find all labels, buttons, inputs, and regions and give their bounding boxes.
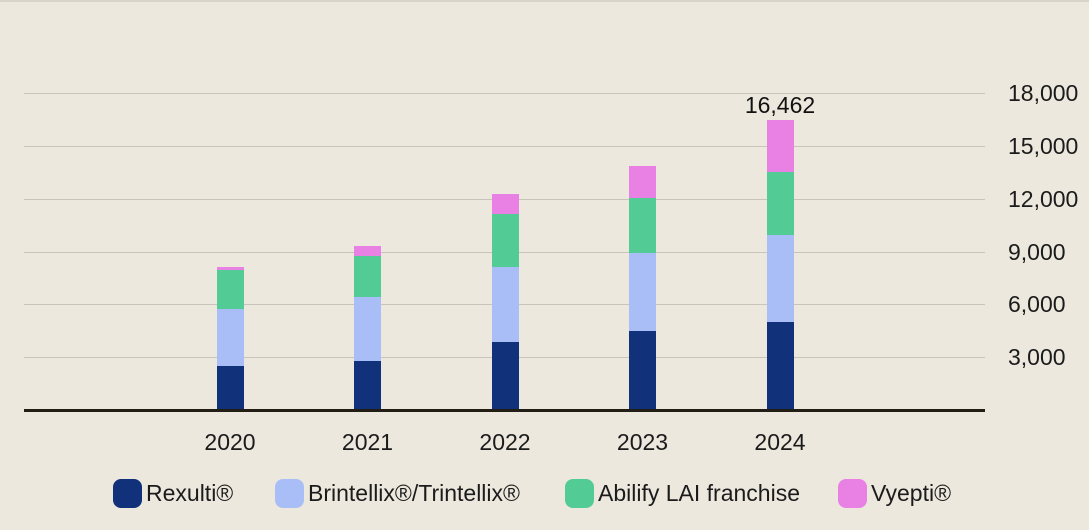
bar-2023 bbox=[629, 166, 656, 410]
x-tick-label: 2023 bbox=[616, 429, 669, 455]
y-tick-label: 18,000 bbox=[1008, 80, 1079, 106]
bar-segment-2021-series-0 bbox=[354, 360, 381, 410]
legend-item-series-3: Vyepti® bbox=[838, 478, 951, 508]
legend-item-series-2: Abilify LAI franchise bbox=[565, 478, 800, 508]
bar-segment-2020-series-1 bbox=[216, 309, 244, 366]
total-annotation: 16,462 bbox=[744, 92, 816, 119]
legend-swatch-icon bbox=[838, 478, 867, 508]
y-tick-label: 9,000 bbox=[1008, 239, 1066, 265]
bar-2024 bbox=[766, 120, 794, 410]
bar-segment-2023-series-2 bbox=[629, 197, 656, 253]
bar-segment-2021-series-3 bbox=[354, 245, 381, 257]
bar-2020 bbox=[216, 267, 244, 410]
legend-swatch-icon bbox=[113, 478, 142, 508]
legend-item-series-1: Brintellix®/Trintellix® bbox=[275, 478, 520, 508]
bar-segment-2021-series-1 bbox=[354, 297, 381, 361]
bar-segment-2024-series-2 bbox=[766, 172, 794, 235]
y-tick-label: 15,000 bbox=[1008, 133, 1079, 159]
bar-segment-2022-series-0 bbox=[491, 342, 519, 410]
bar-segment-2023-series-3 bbox=[629, 166, 656, 198]
bar-segment-2023-series-0 bbox=[629, 331, 656, 410]
bar-2022 bbox=[491, 194, 519, 410]
legend-label: Rexulti® bbox=[146, 479, 234, 506]
y-tick-label: 6,000 bbox=[1008, 291, 1066, 317]
legend-label: Brintellix®/Trintellix® bbox=[308, 479, 520, 506]
x-tick-label: 2022 bbox=[479, 429, 531, 455]
bar-segment-2022-series-2 bbox=[491, 213, 519, 267]
x-tick-label: 2021 bbox=[341, 429, 394, 455]
legend-swatch-icon bbox=[565, 478, 594, 508]
legend-label: Abilify LAI franchise bbox=[598, 479, 800, 506]
top-border bbox=[0, 0, 1089, 2]
x-tick-label: 2020 bbox=[204, 429, 256, 455]
bar-segment-2023-series-1 bbox=[629, 252, 656, 332]
bar-segment-2020-series-2 bbox=[216, 269, 244, 310]
bar-segment-2020-series-3 bbox=[216, 267, 244, 270]
x-tick-label: 2024 bbox=[754, 429, 806, 455]
bar-segment-2021-series-2 bbox=[354, 256, 381, 298]
bar-segment-2022-series-3 bbox=[491, 194, 519, 214]
gridline bbox=[24, 146, 985, 147]
bar-segment-2024-series-3 bbox=[766, 120, 794, 173]
legend-swatch-icon bbox=[275, 478, 304, 508]
bar-segment-2020-series-0 bbox=[216, 365, 244, 410]
bar-segment-2024-series-1 bbox=[766, 234, 794, 322]
legend-label: Vyepti® bbox=[871, 479, 952, 506]
y-tick-label: 12,000 bbox=[1008, 186, 1079, 212]
x-axis-line bbox=[24, 409, 985, 412]
bar-2021 bbox=[354, 245, 381, 410]
legend-item-series-0: Rexulti® bbox=[113, 478, 233, 508]
gridline bbox=[24, 93, 985, 94]
bar-segment-2022-series-1 bbox=[491, 266, 519, 343]
bar-segment-2024-series-0 bbox=[766, 321, 794, 410]
y-tick-label: 3,000 bbox=[1008, 344, 1066, 370]
legend: Rexulti® Brintellix®/Trintellix® Abilify L… bbox=[0, 478, 1089, 508]
